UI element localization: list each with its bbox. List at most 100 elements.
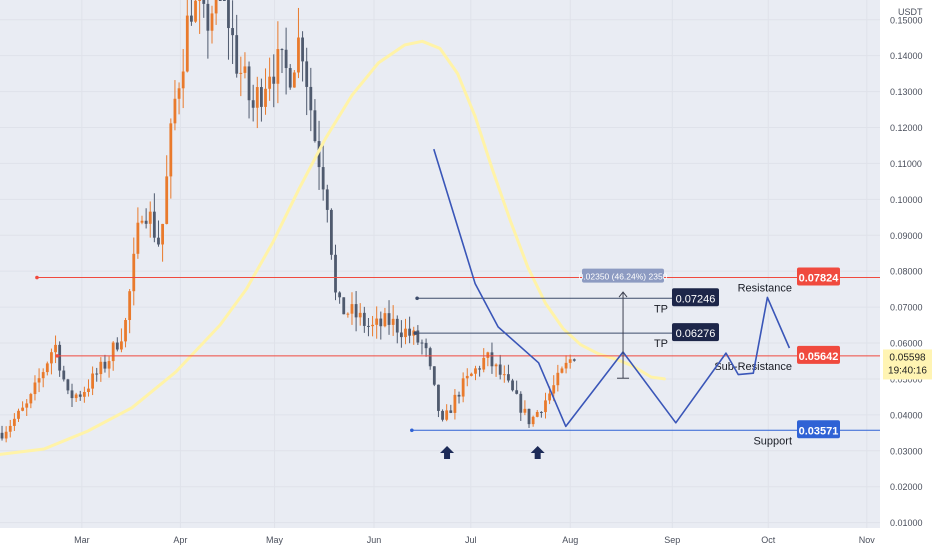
candle-body (461, 378, 465, 397)
candle-body (222, 0, 226, 1)
x-tick-label: Oct (761, 535, 776, 545)
candle-body (556, 372, 560, 386)
level-price-text: 0.03571 (799, 425, 839, 437)
candle-body (260, 87, 263, 107)
candle-body (74, 394, 78, 399)
y-tick-label: 0.06000 (890, 339, 923, 349)
candle-body (383, 313, 387, 327)
candle-body (62, 370, 66, 380)
candle-body (136, 222, 140, 254)
candle-body (264, 88, 267, 107)
level-anchor-dot (35, 275, 39, 280)
candle-body (8, 425, 12, 432)
candle-body (482, 357, 486, 370)
candle-body (70, 390, 74, 399)
candle-body (548, 393, 552, 401)
time-axis (0, 528, 880, 550)
tp-anchor-dot (415, 296, 419, 301)
measure-label-box (582, 268, 664, 283)
candle-body (515, 390, 519, 394)
tp-price-tag (672, 288, 719, 307)
candle-body (12, 418, 16, 426)
candle-body (544, 400, 547, 413)
candle-body (194, 0, 197, 22)
candle-body (210, 13, 214, 31)
candle-body (185, 15, 189, 72)
y-tick-label: 0.14000 (890, 51, 923, 61)
candle-body (243, 66, 247, 73)
y-tick-label: 0.13000 (890, 87, 923, 97)
tp-anchor-dot (413, 331, 418, 335)
candle-body (58, 344, 62, 371)
candle-body (449, 410, 453, 413)
tp-price-tag (672, 323, 719, 342)
countdown-text: 19:40:16 (888, 365, 927, 376)
level-name-label: Support (753, 435, 792, 447)
candle-body (420, 342, 424, 344)
candle-body (33, 382, 37, 395)
candle-body (474, 368, 477, 374)
candle-body (317, 141, 321, 168)
candle-body (280, 49, 284, 51)
candle-body (395, 318, 399, 333)
level-price-tag (797, 345, 840, 364)
candle-body (535, 411, 539, 417)
level-name-label: Resistance (738, 283, 792, 295)
candle-body (572, 359, 576, 361)
measure-arrow-top (618, 291, 628, 298)
price-axis (880, 0, 932, 550)
candle-body (268, 76, 272, 89)
candle-body (399, 332, 403, 338)
level-price-text: 0.07824 (799, 273, 840, 285)
candle-body (568, 359, 572, 363)
candle-body (148, 211, 152, 224)
tp-price-text: 0.06276 (676, 328, 716, 340)
candle-body (231, 28, 234, 36)
level-anchor-dot (55, 354, 59, 358)
candle-body (404, 328, 407, 338)
y-tick-label: 0.04000 (890, 410, 923, 420)
candle-body (313, 110, 317, 142)
candle-body (338, 292, 342, 298)
candle-body (218, 0, 222, 1)
y-tick-label: 0.03000 (890, 446, 923, 456)
y-tick-label: 0.07000 (890, 303, 923, 313)
candle-body (416, 330, 420, 343)
x-tick-label: Mar (74, 535, 90, 545)
candle-body (284, 49, 288, 69)
candle-body (527, 408, 531, 425)
candle-body (428, 348, 432, 367)
candle-body (66, 379, 70, 391)
up-arrow-icon (530, 446, 545, 459)
candles-layer (0, 0, 576, 443)
candle-body (391, 318, 395, 325)
candle-body (37, 378, 41, 383)
currency-label: USDT (898, 7, 923, 17)
y-tick-label: 0.08000 (890, 267, 923, 277)
candle-body (25, 403, 29, 408)
candle-body (288, 68, 292, 88)
candle-body (111, 342, 115, 362)
candle-body (140, 220, 144, 223)
candle-body (375, 318, 379, 325)
candle-body (247, 66, 251, 101)
candle-body (177, 88, 181, 99)
candle-body (235, 35, 239, 74)
candle-body (354, 304, 358, 318)
candle-body (309, 86, 313, 111)
candle-body (334, 254, 337, 293)
candle-body (95, 373, 99, 375)
candle-body (511, 380, 514, 391)
candle-body (305, 61, 309, 87)
y-tick-label: 0.02000 (890, 482, 923, 492)
current-price-text: 0.05598 (889, 352, 926, 363)
candle-body (0, 432, 4, 439)
measure-label-text: 0.02350 (46.24%) 2350 (579, 272, 668, 282)
candle-body (457, 394, 461, 397)
x-tick-label: Apr (173, 535, 187, 545)
candle-body (99, 361, 103, 375)
candle-body (329, 209, 333, 255)
candle-body (165, 176, 169, 224)
x-tick-label: Jun (367, 535, 382, 545)
projection-layer: 0.02350 (46.24%) 2350 (433, 148, 791, 459)
